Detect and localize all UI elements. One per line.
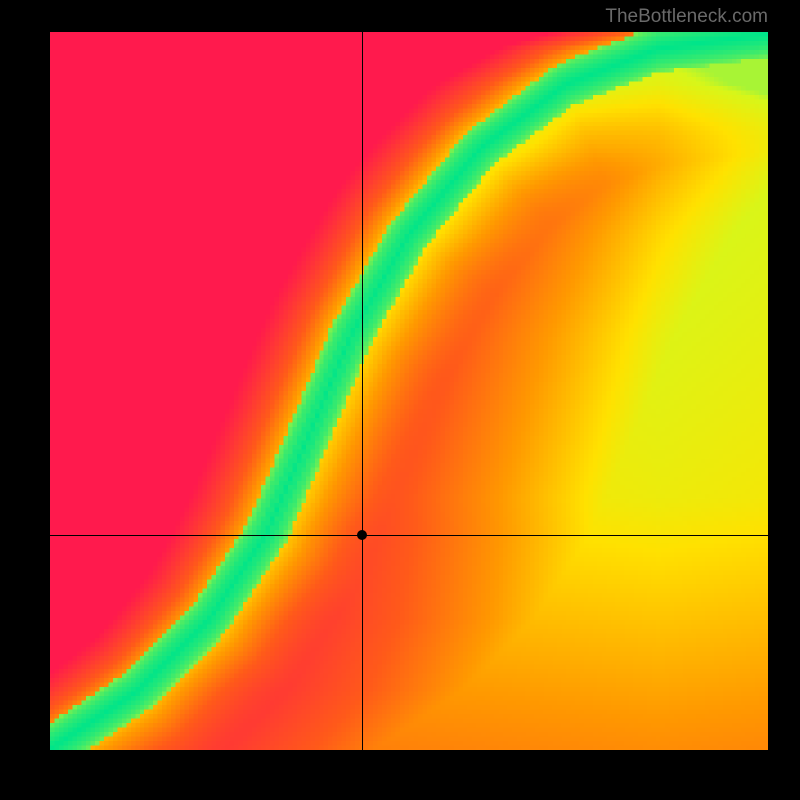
heatmap-plot <box>50 32 768 750</box>
marker-dot <box>357 530 367 540</box>
heatmap-canvas <box>50 32 768 750</box>
watermark-text: TheBottleneck.com <box>605 6 768 28</box>
crosshair-horizontal <box>50 535 768 536</box>
crosshair-vertical <box>362 32 363 750</box>
